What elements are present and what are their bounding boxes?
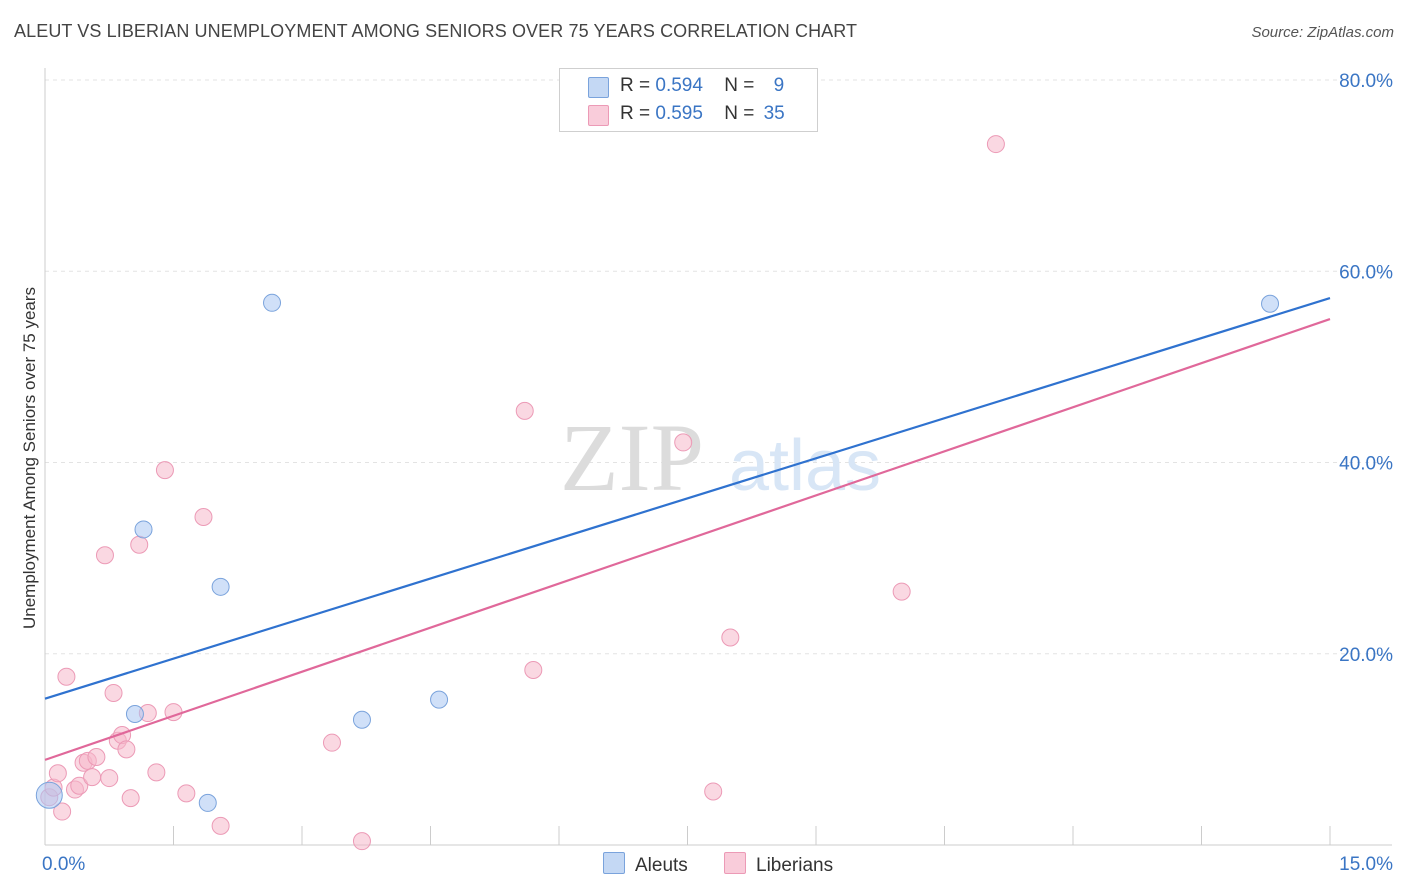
bottom-legend-liberians: Liberians (724, 852, 833, 877)
y-axis-label: Unemployment Among Seniors over 75 years (20, 286, 39, 630)
liberians-point (986, 135, 1005, 154)
data-points (35, 135, 1280, 851)
tick-labels: 20.0% 40.0% 60.0% 80.0% 0.0% 15.0% (42, 71, 1393, 875)
liberians-point (83, 768, 102, 787)
liberians-point (100, 769, 119, 788)
bottom-legend-aleuts-label: Aleuts (635, 855, 688, 876)
liberians-point (95, 546, 114, 565)
liberians-r-value: 0.595 (655, 103, 703, 124)
aleuts-point (263, 293, 282, 312)
legend-n-label: N = (724, 75, 755, 96)
legend-r-label: R = (620, 103, 651, 124)
liberians-swatch (724, 852, 746, 874)
legend-r-label: R = (620, 75, 651, 96)
aleuts-point (134, 520, 153, 539)
axes (44, 68, 1392, 846)
liberians-point (121, 789, 140, 808)
liberians-point (48, 764, 67, 783)
liberians-point (130, 535, 149, 554)
liberians-point (892, 582, 911, 601)
aleuts-point (125, 704, 144, 723)
aleuts-swatch (603, 852, 625, 874)
aleuts-point (198, 793, 217, 812)
liberians-point (57, 667, 76, 686)
liberians-point (704, 782, 723, 801)
y-tick-label: 40.0% (1339, 454, 1393, 475)
liberians-point (515, 401, 534, 420)
liberians-point (721, 628, 740, 647)
grid-lines (45, 79, 1392, 655)
stats-legend: R = 0.594 N = 9 R = 0.595 N = 35 (559, 68, 818, 132)
legend-n-label: N = (724, 103, 755, 124)
watermark-zip: ZIP (560, 404, 704, 511)
aleuts-point (1261, 294, 1280, 313)
y-tick-label: 20.0% (1339, 645, 1393, 666)
aleuts-point (211, 577, 230, 596)
liberians-point (104, 683, 123, 702)
liberians-point (147, 763, 166, 782)
liberians-trend-line (44, 318, 1331, 761)
trend-lines (44, 296, 1331, 761)
liberians-point (155, 461, 174, 480)
liberians-point (674, 433, 693, 452)
liberians-point (322, 733, 341, 752)
watermark-atlas: atlas (729, 426, 881, 506)
y-tick-label: 80.0% (1339, 71, 1393, 92)
liberians-swatch (588, 105, 609, 126)
liberians-point (87, 748, 106, 767)
liberians-point (352, 832, 371, 851)
aleuts-point (352, 710, 371, 729)
aleuts-point (35, 781, 63, 809)
source-credit: Source: ZipAtlas.com (1251, 24, 1394, 41)
x-tick-label: 0.0% (42, 854, 85, 875)
aleuts-point (430, 690, 449, 709)
bottom-legend-liberians-label: Liberians (756, 855, 834, 876)
liberians-point (117, 740, 136, 759)
aleuts-trend-line (44, 296, 1331, 700)
y-tick-label: 60.0% (1339, 262, 1393, 283)
liberians-point (211, 816, 230, 835)
aleuts-r-value: 0.594 (655, 75, 703, 96)
aleuts-n-value: 9 (773, 75, 785, 96)
liberians-point (524, 661, 543, 680)
chart-title: ALEUT VS LIBERIAN UNEMPLOYMENT AMONG SEN… (14, 21, 858, 41)
liberians-point (70, 776, 89, 795)
watermark: ZIP atlas (560, 404, 881, 511)
liberians-n-value: 35 (763, 103, 785, 124)
liberians-point (177, 784, 196, 803)
liberians-point (53, 802, 72, 821)
bottom-legend-aleuts: Aleuts (603, 852, 688, 877)
x-tick-label: 15.0% (1339, 854, 1393, 875)
aleuts-swatch (588, 77, 609, 98)
liberians-point (194, 508, 213, 527)
